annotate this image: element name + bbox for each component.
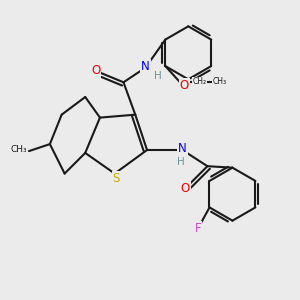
Text: H: H [154,71,162,81]
Text: O: O [181,182,190,195]
Text: CH₃: CH₃ [213,77,227,86]
Text: CH₂: CH₂ [192,77,206,86]
Text: F: F [194,222,201,236]
Text: S: S [112,172,120,185]
Text: CH₃: CH₃ [10,145,27,154]
Text: H: H [177,158,185,167]
Text: N: N [141,60,150,73]
Text: O: O [91,64,100,77]
Text: O: O [180,79,189,92]
Text: N: N [178,142,187,155]
